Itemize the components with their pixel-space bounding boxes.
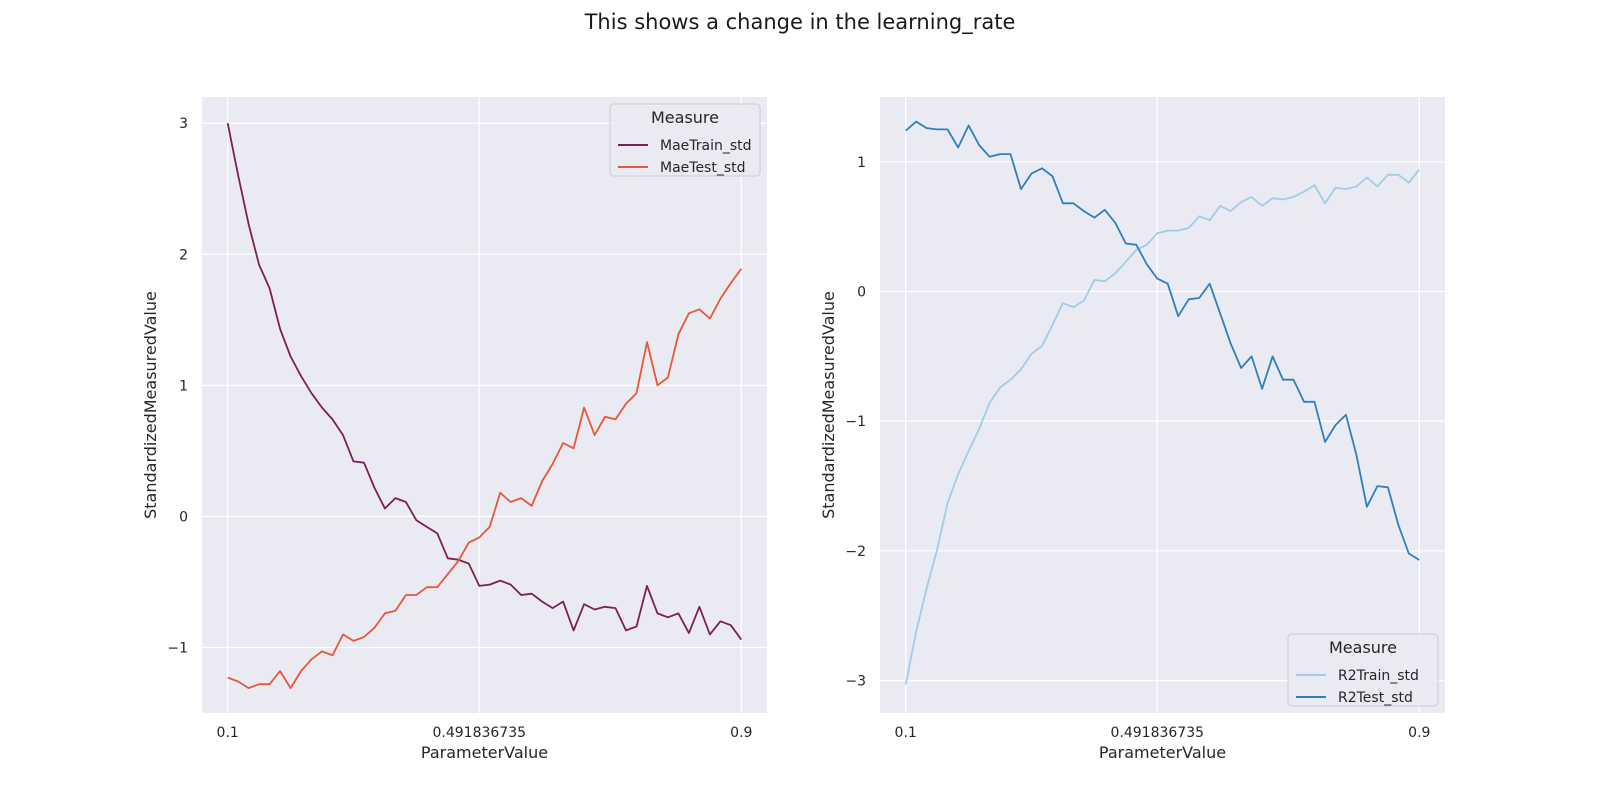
y-axis-label: StandardizedMeasuredValue <box>141 291 160 519</box>
plot-area <box>202 97 767 713</box>
legend-entry-MaeTrain_std: MaeTrain_std <box>660 138 752 154</box>
plot-area <box>880 97 1445 713</box>
y-axis-label: StandardizedMeasuredValue <box>819 291 838 519</box>
x-tick-label: 0.9 <box>1408 725 1430 741</box>
y-tick-label: 1 <box>857 155 866 171</box>
legend-entry-MaeTest_std: MaeTest_std <box>660 160 746 176</box>
figure-title: This shows a change in the learning_rate <box>584 10 1016 34</box>
legend-title: Measure <box>651 108 719 127</box>
x-tick-label: 0.9 <box>730 725 752 741</box>
x-tick-label: 0.491836735 <box>432 725 526 741</box>
series-line-MaeTest_std <box>227 268 743 689</box>
y-tick-label: 2 <box>179 247 188 263</box>
chart-panel-1: 0.1 0.491836735 0.9 3 2 1 0 −1 ParameterValue Sta… <box>141 97 767 762</box>
y-tick-label: 0 <box>857 285 866 301</box>
y-tick-label: 1 <box>179 378 188 394</box>
legend-entry-R2Train_std: R2Train_std <box>1338 668 1419 684</box>
chart-panel-2: 0.1 0.491836735 0.9 1 0 −1 −2 −3 ParameterValue S… <box>819 97 1445 762</box>
x-tick-label: 0.1 <box>217 725 239 741</box>
x-tick-label: 0.1 <box>895 725 917 741</box>
legend-box <box>1287 633 1439 707</box>
x-tick-label: 0.491836735 <box>1110 725 1204 741</box>
y-tick-label: 3 <box>179 116 188 132</box>
x-axis-label: ParameterValue <box>1099 743 1226 762</box>
x-axis-label: ParameterValue <box>421 743 548 762</box>
legend: Measure MaeTrain_std MaeTest_std <box>609 103 761 177</box>
series-line-R2Test_std <box>905 120 1420 561</box>
y-tick-label: −3 <box>845 674 866 690</box>
legend-entry-R2Test_std: R2Test_std <box>1338 690 1413 706</box>
y-tick-label: −2 <box>845 544 866 560</box>
legend-title: Measure <box>1329 638 1397 657</box>
y-tick-label: −1 <box>845 414 866 430</box>
y-tick-label: −1 <box>167 640 188 656</box>
legend-box <box>609 103 761 177</box>
legend: Measure R2Train_std R2Test_std <box>1287 633 1439 707</box>
y-tick-label: 0 <box>179 509 188 525</box>
series-line-R2Train_std <box>904 169 1421 685</box>
series-line-MaeTrain_std <box>226 123 743 641</box>
